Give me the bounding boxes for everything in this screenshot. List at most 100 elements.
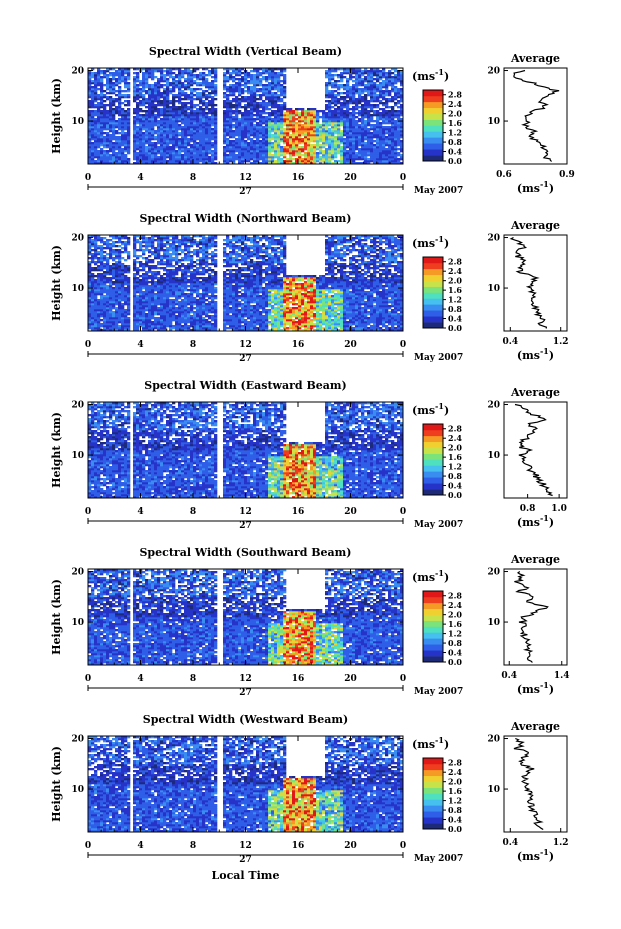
- heatmap-cell: [244, 110, 247, 112]
- heatmap-cell: [238, 128, 241, 130]
- heatmap-cell: [109, 287, 112, 289]
- heatmap-cell: [91, 122, 94, 124]
- heatmap-cell: [139, 144, 142, 146]
- heatmap-cell: [151, 251, 154, 253]
- heatmap-cell: [295, 146, 298, 148]
- heatmap-cell: [100, 261, 103, 263]
- heatmap-cell: [367, 120, 370, 122]
- heatmap-cell: [109, 122, 112, 124]
- heatmap-cell: [118, 281, 121, 283]
- heatmap-cell: [346, 90, 349, 92]
- heatmap-cell: [283, 122, 286, 124]
- heatmap-cell: [391, 80, 394, 82]
- heatmap-cell: [100, 118, 103, 120]
- heatmap-cell: [346, 118, 349, 120]
- heatmap-cell: [298, 154, 301, 156]
- heatmap-cell: [235, 138, 238, 140]
- heatmap-cell: [325, 142, 328, 144]
- heatmap-cell: [193, 140, 196, 142]
- heatmap-cell: [91, 325, 94, 327]
- heatmap-cell: [370, 70, 373, 72]
- heatmap-cell: [391, 116, 394, 118]
- heatmap-cell: [178, 152, 181, 154]
- heatmap-cell: [196, 126, 199, 128]
- heatmap-cell: [289, 108, 292, 110]
- heatmap-cell: [100, 263, 103, 265]
- heatmap-cell: [196, 92, 199, 94]
- heatmap-cell: [181, 134, 184, 136]
- heatmap-cell: [151, 136, 154, 138]
- heatmap-cell: [385, 130, 388, 132]
- heatmap-cell: [193, 144, 196, 146]
- heatmap-cell: [355, 138, 358, 140]
- heatmap-cell: [385, 88, 388, 90]
- heatmap-cell: [280, 118, 283, 120]
- heatmap-cell: [265, 150, 268, 152]
- heatmap-cell: [178, 138, 181, 140]
- heatmap-cell: [388, 98, 391, 100]
- heatmap-cell: [100, 112, 103, 114]
- heatmap-cell: [151, 120, 154, 122]
- heatmap-cell: [334, 112, 337, 114]
- heatmap-cell: [139, 140, 142, 142]
- heatmap-cell: [124, 160, 127, 162]
- heatmap-cell: [127, 287, 130, 289]
- heatmap-cell: [181, 156, 184, 158]
- heatmap-cell: [202, 122, 205, 124]
- heatmap-cell: [148, 110, 151, 112]
- heatmap-cell: [313, 156, 316, 158]
- heatmap-cell: [127, 128, 130, 130]
- heatmap-cell: [268, 150, 271, 152]
- heatmap-cell: [109, 72, 112, 74]
- heatmap-cell: [214, 88, 217, 90]
- heatmap-cell: [181, 146, 184, 148]
- heatmap-cell: [142, 253, 145, 255]
- heatmap-cell: [385, 156, 388, 158]
- heatmap-cell: [295, 132, 298, 134]
- heatmap-cell: [388, 146, 391, 148]
- heatmap-cell: [334, 98, 337, 100]
- heatmap-cell: [235, 86, 238, 88]
- heatmap-cell: [190, 120, 193, 122]
- heatmap-cell: [286, 108, 289, 110]
- heatmap-cell: [382, 72, 385, 74]
- heatmap-cell: [142, 74, 145, 76]
- heatmap-cell: [193, 110, 196, 112]
- heatmap-cell: [319, 160, 322, 162]
- heatmap-cell: [259, 94, 262, 96]
- heatmap-cell: [91, 261, 94, 263]
- heatmap-cell: [118, 76, 121, 78]
- heatmap-cell: [100, 255, 103, 257]
- heatmap-cell: [238, 138, 241, 140]
- heatmap-cell: [364, 78, 367, 80]
- heatmap-cell: [166, 130, 169, 132]
- heatmap-cell: [160, 86, 163, 88]
- heatmap-cell: [214, 90, 217, 92]
- heatmap-cell: [148, 293, 151, 295]
- heatmap-cell: [91, 311, 94, 313]
- heatmap-cell: [142, 305, 145, 307]
- heatmap-cell: [190, 74, 193, 76]
- heatmap-cell: [244, 106, 247, 108]
- heatmap-cell: [274, 114, 277, 116]
- heatmap-cell: [115, 303, 118, 305]
- heatmap-cell: [157, 84, 160, 86]
- heatmap-cell: [172, 110, 175, 112]
- heatmap-cell: [151, 291, 154, 293]
- heatmap-cell: [121, 136, 124, 138]
- heatmap-cell: [166, 152, 169, 154]
- heatmap-cell: [358, 156, 361, 158]
- heatmap-cell: [307, 116, 310, 118]
- heatmap-cell: [226, 116, 229, 118]
- heatmap-cell: [292, 120, 295, 122]
- heatmap-cell: [118, 128, 121, 130]
- heatmap-cell: [187, 98, 190, 100]
- heatmap-cell: [364, 114, 367, 116]
- heatmap-cell: [127, 132, 130, 134]
- heatmap-cell: [115, 301, 118, 303]
- heatmap-cell: [109, 118, 112, 120]
- heatmap-cell: [247, 160, 250, 162]
- heatmap-cell: [184, 132, 187, 134]
- heatmap-cell: [340, 114, 343, 116]
- heatmap-cell: [181, 130, 184, 132]
